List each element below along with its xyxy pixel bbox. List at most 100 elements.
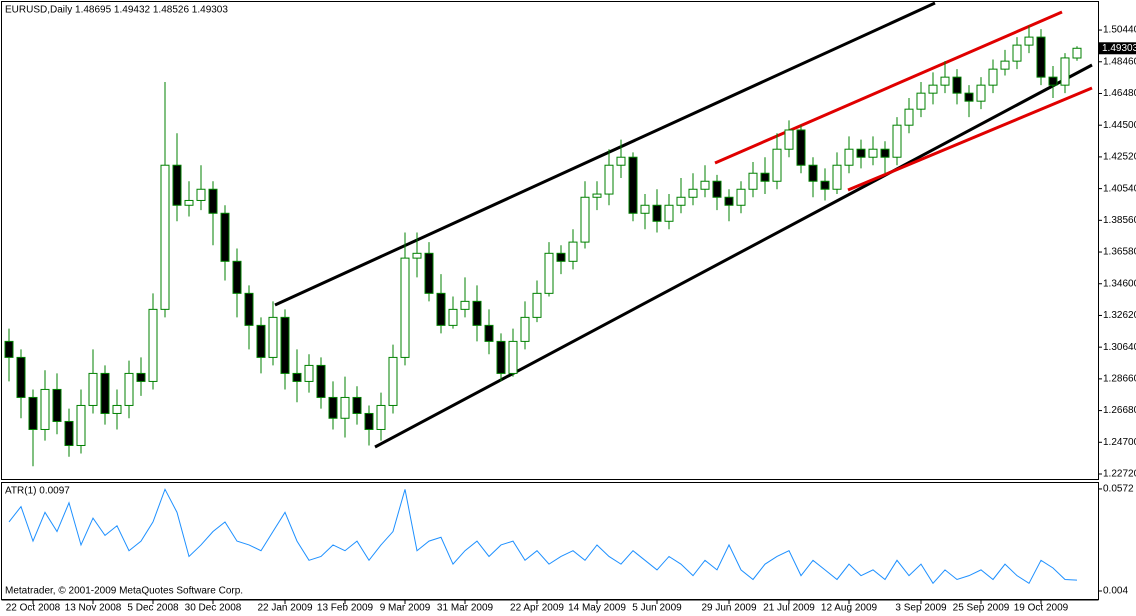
candle-body bbox=[976, 84, 986, 102]
candle-body bbox=[940, 76, 950, 86]
candle-body bbox=[244, 292, 254, 326]
candle-body bbox=[472, 300, 482, 326]
candle-body bbox=[568, 241, 578, 262]
candle-body bbox=[436, 292, 446, 326]
candle-body bbox=[760, 172, 770, 182]
candle-body bbox=[448, 308, 458, 326]
candle-body bbox=[160, 164, 170, 310]
x-tick-label: 9 Mar 2009 bbox=[380, 603, 431, 614]
candle-body bbox=[856, 148, 866, 158]
x-tick-label: 31 Mar 2009 bbox=[437, 603, 494, 614]
x-tick-label: 25 Sep 2009 bbox=[953, 603, 1010, 614]
candle-body bbox=[700, 180, 710, 190]
candle-body bbox=[328, 396, 338, 419]
candle-body bbox=[1072, 47, 1082, 59]
candle-body bbox=[100, 372, 110, 414]
candle-body bbox=[292, 372, 302, 382]
x-tick-label: 29 Jun 2009 bbox=[701, 603, 756, 614]
candle-body bbox=[352, 396, 362, 414]
trend-line bbox=[374, 63, 1093, 449]
candle-body bbox=[844, 148, 854, 166]
candle-body bbox=[460, 300, 470, 310]
x-tick-label: 3 Sep 2009 bbox=[895, 603, 947, 614]
candle-body bbox=[892, 124, 902, 158]
candle-body bbox=[616, 156, 626, 166]
candle-body bbox=[712, 180, 722, 198]
x-tick-label: 22 Apr 2009 bbox=[510, 603, 564, 614]
x-tick-label: 13 Feb 2009 bbox=[317, 603, 374, 614]
x-tick-label: 19 Oct 2009 bbox=[1014, 603, 1069, 614]
trend-line bbox=[274, 1, 936, 307]
candle-body bbox=[532, 292, 542, 318]
candle-body bbox=[772, 148, 782, 182]
y-tick-label: 1.24700 bbox=[1103, 437, 1136, 448]
atr-line bbox=[8, 488, 1078, 585]
current-price: 1.49303 bbox=[1102, 43, 1136, 54]
candle-body bbox=[184, 199, 194, 206]
candle-body bbox=[388, 356, 398, 406]
copyright: Metatrader, © 2001-2009 MetaQuotes Softw… bbox=[5, 586, 243, 597]
candle-body bbox=[148, 308, 158, 382]
candle-body bbox=[556, 252, 566, 262]
x-tick-label: 22 Oct 2008 bbox=[6, 603, 61, 614]
x-tick-label: 12 Aug 2009 bbox=[821, 603, 878, 614]
candle-body bbox=[1048, 76, 1058, 86]
candle-body bbox=[16, 356, 26, 398]
candle-body bbox=[412, 252, 422, 259]
candle-body bbox=[604, 164, 614, 195]
y-tick-label: 1.26680 bbox=[1103, 405, 1136, 416]
trend-line bbox=[714, 10, 1063, 165]
candle-body bbox=[172, 164, 182, 206]
candle-body bbox=[520, 316, 530, 342]
candle-body bbox=[304, 364, 314, 382]
candle-body bbox=[988, 68, 998, 86]
candle-body bbox=[232, 260, 242, 294]
candle-body bbox=[784, 129, 794, 150]
y-tick-label: 0.0572 bbox=[1103, 484, 1134, 495]
candle-body bbox=[628, 156, 638, 214]
chart-title: EURUSD,Daily 1.48695 1.49432 1.48526 1.4… bbox=[5, 5, 228, 16]
y-tick-label: 0.004 bbox=[1103, 586, 1128, 597]
candle-body bbox=[580, 196, 590, 243]
candle-body bbox=[1000, 60, 1010, 70]
candle-body bbox=[484, 324, 494, 342]
candle-body bbox=[280, 316, 290, 374]
candle-body bbox=[748, 172, 758, 190]
candle-body bbox=[736, 188, 746, 206]
x-tick-label: 5 Jun 2009 bbox=[632, 603, 682, 614]
candle-body bbox=[424, 252, 434, 294]
candle-body bbox=[400, 257, 410, 358]
y-tick-label: 1.22720 bbox=[1103, 469, 1136, 480]
candle-body bbox=[1060, 57, 1070, 86]
candle-body bbox=[76, 404, 86, 446]
candle-body bbox=[664, 204, 674, 222]
candle-body bbox=[340, 396, 350, 419]
candle-body bbox=[964, 92, 974, 102]
x-tick-label: 21 Jul 2009 bbox=[763, 603, 815, 614]
candle-body bbox=[640, 204, 650, 214]
y-tick-label: 1.30640 bbox=[1103, 342, 1136, 353]
x-tick-label: 5 Dec 2008 bbox=[127, 603, 179, 614]
candle-body bbox=[376, 404, 386, 430]
candle-body bbox=[868, 148, 878, 158]
candle-body bbox=[124, 372, 134, 406]
candle-body bbox=[1036, 36, 1046, 78]
y-tick-label: 1.28660 bbox=[1103, 374, 1136, 385]
main-panel bbox=[1, 1, 1099, 480]
candle-body bbox=[136, 372, 146, 382]
price-box bbox=[1099, 42, 1136, 55]
candle-body bbox=[928, 84, 938, 94]
candle-body bbox=[88, 372, 98, 406]
candle-body bbox=[112, 404, 122, 414]
candle-body bbox=[544, 252, 554, 294]
y-tick-label: 1.38560 bbox=[1103, 215, 1136, 226]
y-tick-label: 1.36580 bbox=[1103, 247, 1136, 258]
candle-body bbox=[820, 180, 830, 190]
y-tick-label: 1.32620 bbox=[1103, 310, 1136, 321]
candle-body bbox=[1012, 44, 1022, 62]
candle-body bbox=[904, 108, 914, 126]
candle-body bbox=[208, 188, 218, 214]
candle-body bbox=[220, 212, 230, 262]
